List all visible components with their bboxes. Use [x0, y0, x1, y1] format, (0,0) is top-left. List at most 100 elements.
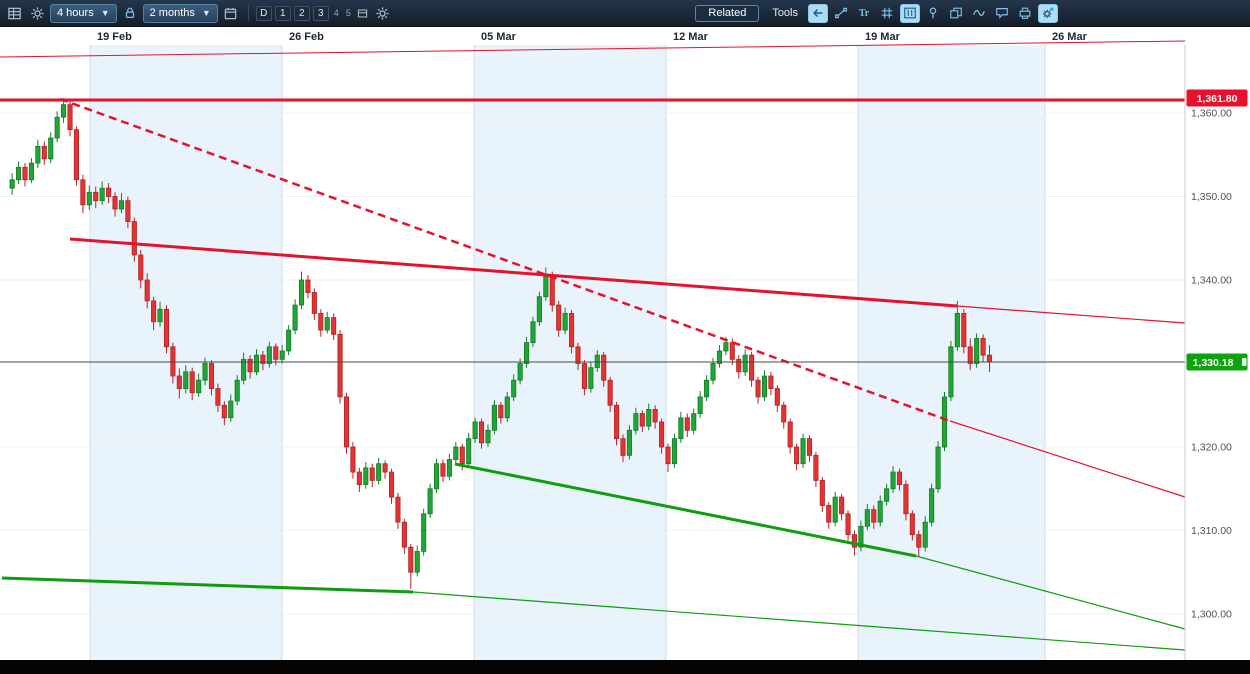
price-chart-canvas[interactable]: 1,360.00 1,350.00 1,340.00 1,320.00 1,310.00…	[0, 27, 1250, 660]
candle-body	[266, 346, 272, 364]
candle-body	[967, 346, 973, 364]
candle-body	[659, 421, 665, 448]
chevron-down-icon: ▼	[201, 8, 211, 18]
candle-body	[298, 279, 305, 306]
interval-button-3[interactable]: 3	[312, 5, 329, 21]
price-axis-panel[interactable]	[1185, 27, 1250, 660]
interval-button-2[interactable]: 2	[293, 5, 310, 21]
chart-gear-icon[interactable]	[373, 4, 393, 23]
candle-body	[941, 396, 948, 448]
candle-body	[614, 404, 620, 440]
candle-body	[877, 500, 883, 523]
print-icon	[1019, 7, 1031, 19]
candle-body	[794, 446, 800, 465]
calendar-icon	[225, 7, 237, 19]
candle-grid-icon[interactable]	[900, 3, 920, 23]
callout-shape-icon[interactable]	[992, 4, 1012, 23]
candle-body	[221, 404, 227, 419]
candle-body	[67, 104, 73, 131]
candle-body	[144, 279, 150, 302]
mini-layout-icon[interactable]	[356, 4, 370, 23]
candle-body	[607, 379, 613, 406]
candle-body	[781, 404, 787, 423]
candle-body	[118, 200, 125, 210]
candle-body	[524, 342, 530, 364]
candle-body	[800, 438, 806, 465]
candle-body	[343, 396, 350, 448]
trendline-tool-icon[interactable]	[831, 4, 851, 23]
candle-body	[151, 300, 157, 323]
gear-icon	[376, 6, 389, 20]
candle-body	[581, 363, 587, 389]
candle-body	[511, 379, 517, 398]
windows-icon[interactable]	[946, 4, 966, 23]
interval-button-1[interactable]: 1	[274, 5, 291, 21]
print-icon[interactable]	[1015, 4, 1035, 23]
downtrend-dashed-line[interactable]	[59, 97, 951, 423]
candle-body	[202, 363, 208, 381]
candle-body	[896, 471, 903, 485]
candle-body	[16, 166, 22, 181]
candlestick-chart[interactable]: 1,360.00 1,350.00 1,340.00 1,320.00 1,310.00…	[0, 27, 1250, 660]
calendar-icon[interactable]	[221, 4, 241, 23]
candle-body	[337, 333, 343, 398]
candle-body	[279, 350, 285, 360]
candle-body	[196, 379, 202, 394]
candle-body	[575, 346, 581, 364]
candle-body	[543, 275, 549, 298]
interval-button-d[interactable]: D	[255, 5, 272, 21]
data-grid-icon[interactable]	[4, 4, 24, 23]
lock-icon[interactable]	[120, 4, 140, 23]
candle-body	[710, 363, 716, 381]
toolbar-separator	[247, 5, 249, 21]
candle-body	[9, 179, 15, 189]
candle-body	[253, 354, 260, 373]
candle-body	[723, 342, 729, 352]
candle-body	[208, 363, 215, 389]
settings-gear-icon[interactable]	[27, 4, 47, 23]
candle-body	[382, 463, 388, 473]
indicator-wave-icon[interactable]	[969, 4, 989, 23]
undo-icon[interactable]	[808, 3, 828, 23]
text-tool-icon[interactable]: Tr	[854, 4, 874, 23]
interval-button-4[interactable]: 4	[332, 6, 341, 21]
date-axis-label: 05 Mar	[481, 31, 517, 43]
upper-thin-resistance-line[interactable]	[0, 40, 1186, 58]
candle-body	[446, 459, 452, 477]
support-steep-line[interactable]	[454, 462, 917, 558]
chart-settings-icon[interactable]	[1038, 3, 1058, 23]
candle-body	[819, 479, 825, 506]
date-axis-label: 26 Feb	[289, 31, 324, 43]
range-dropdown[interactable]: 2 months ▼	[142, 3, 218, 23]
week-shading-band	[474, 45, 666, 660]
candle-body	[530, 321, 536, 344]
date-axis-label: 12 Mar	[673, 31, 709, 43]
timeframe-value: 4 hours	[57, 7, 94, 19]
candle-body	[138, 254, 144, 281]
candle-body	[170, 346, 176, 377]
candle-body	[665, 446, 671, 465]
downtrend-dashed-extension[interactable]	[949, 420, 1186, 498]
timeframe-dropdown[interactable]: 4 hours ▼	[50, 3, 117, 23]
candle-body	[331, 317, 337, 335]
related-button[interactable]: Related	[695, 4, 760, 22]
support-flat-line[interactable]	[1, 576, 414, 594]
interval-button-5[interactable]: 5	[344, 6, 353, 21]
candle-body	[768, 375, 774, 389]
chart-settings-icon	[1043, 7, 1054, 18]
week-shading-band	[90, 45, 282, 660]
date-axis-label: 26 Mar	[1052, 31, 1088, 43]
candle-body	[427, 488, 433, 515]
support-flat-extension[interactable]	[412, 591, 1186, 651]
downtrend-solid-extension[interactable]	[956, 305, 1186, 324]
date-axis-label: 19 Feb	[97, 31, 132, 43]
candle-body	[176, 375, 182, 389]
candle-body	[774, 388, 780, 406]
candle-body	[324, 317, 330, 331]
support-steep-extension[interactable]	[915, 555, 1186, 630]
downtrend-solid-line[interactable]	[69, 237, 958, 308]
pin-icon[interactable]	[923, 4, 943, 23]
pattern-grid-icon[interactable]	[877, 4, 897, 23]
candle-body	[241, 358, 247, 381]
